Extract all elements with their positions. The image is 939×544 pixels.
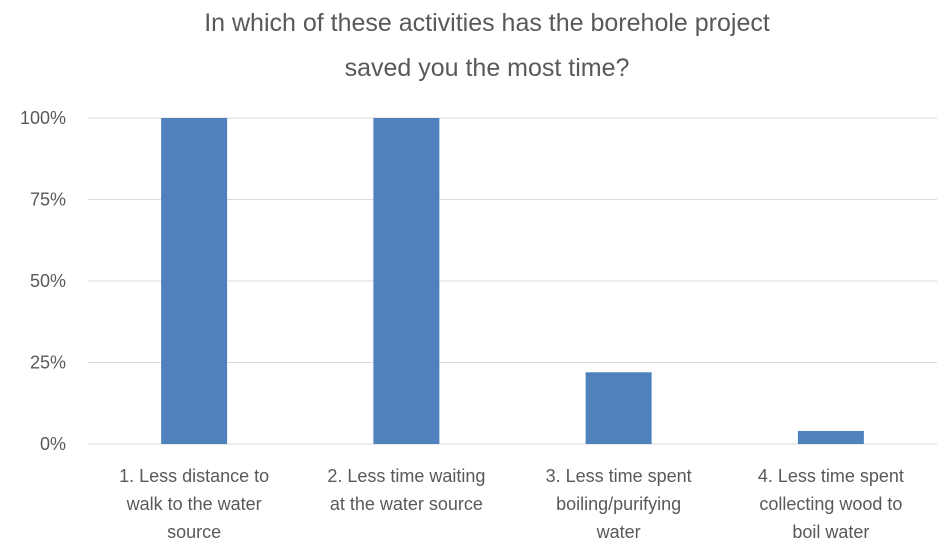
category-label-line: boiling/purifying [556,494,681,514]
category-label-line: 4. Less time spent [758,466,904,486]
bar-2 [373,118,440,444]
gridlines [88,117,937,445]
category-label-line: water [596,522,641,542]
category-label-line: collecting wood to [759,494,902,514]
x-axis-category-labels: 1. Less distance to walk to the water sour… [119,466,904,542]
category-label-3: 3. Less time spent boiling/purifying water [546,466,692,542]
y-tick-label: 50% [30,271,66,291]
bar-3 [585,372,652,444]
category-label-4: 4. Less time spent collecting wood to boil… [758,466,904,542]
category-label-line: walk to the water [126,494,262,514]
y-axis-tick-labels: 0% 25% 50% 75% 100% [20,108,66,454]
y-tick-label: 25% [30,353,66,373]
y-tick-label: 0% [40,434,66,454]
bar-4 [797,430,864,444]
bar-1 [161,118,228,444]
category-label-line: at the water source [330,494,483,514]
category-label-1: 1. Less distance to walk to the water sour… [119,466,269,542]
chart-title-line-1: In which of these activities has the bor… [204,9,770,37]
chart-title-line-2: saved you the most time? [345,54,630,82]
bars [161,118,864,444]
category-label-line: boil water [792,522,869,542]
category-label-line: 1. Less distance to [119,466,269,486]
category-label-line: 2. Less time waiting [327,466,485,486]
category-label-2: 2. Less time waiting at the water source [327,466,485,514]
category-label-line: source [167,522,221,542]
y-tick-label: 75% [30,190,66,210]
y-tick-label: 100% [20,108,66,128]
category-label-line: 3. Less time spent [546,466,692,486]
